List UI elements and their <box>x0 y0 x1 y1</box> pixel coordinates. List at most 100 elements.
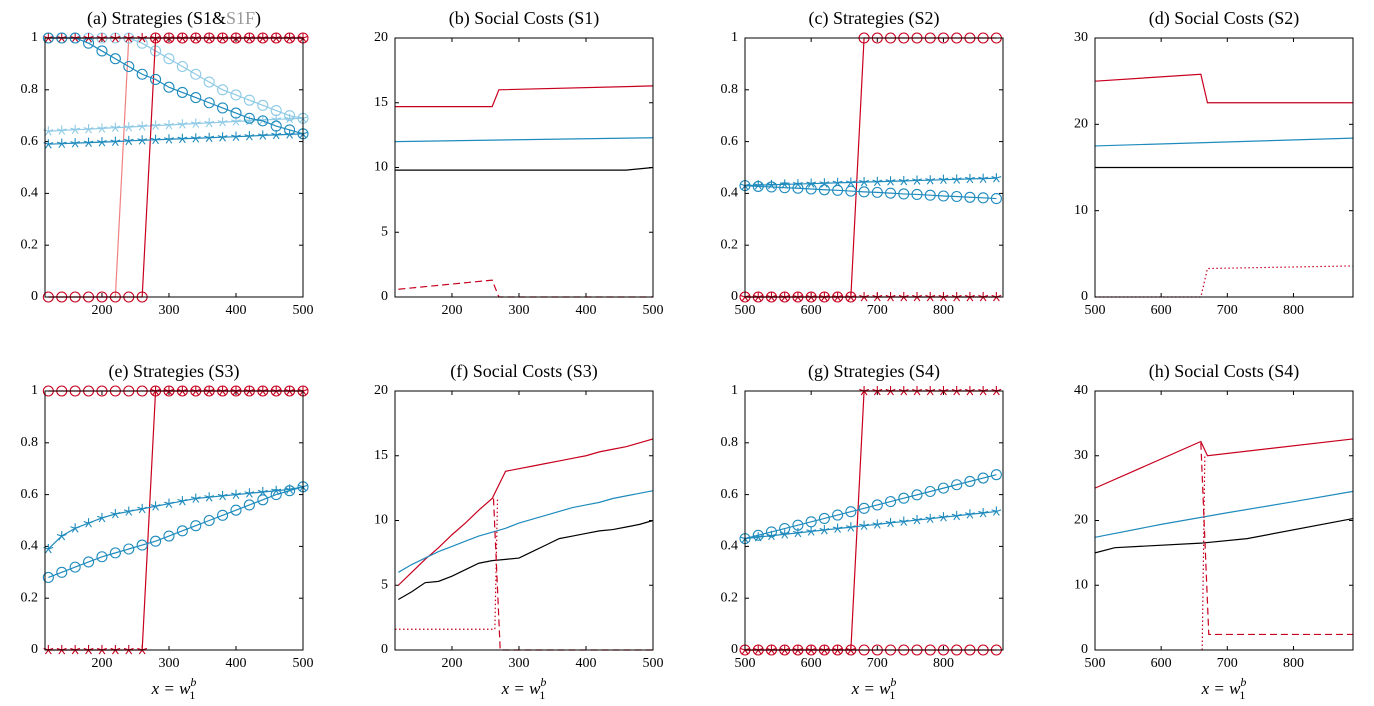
series-line <box>48 37 303 298</box>
circle-marker <box>792 182 804 194</box>
star-marker <box>123 122 134 132</box>
series-line <box>397 438 654 586</box>
star-marker <box>123 644 134 655</box>
title-text: (h) Social Costs (S4) <box>1149 361 1300 382</box>
star-marker <box>951 510 962 521</box>
x-tick-label: 300 <box>508 303 529 318</box>
series-line <box>398 279 653 298</box>
star-marker <box>137 121 148 131</box>
circle-marker <box>230 107 242 119</box>
star-marker <box>150 134 161 145</box>
y-tick-label: 0.8 <box>21 82 39 97</box>
y-tick-label: 1 <box>31 30 38 45</box>
star-marker <box>792 291 803 302</box>
star-marker <box>56 531 67 541</box>
circle-marker <box>217 102 229 114</box>
star-marker <box>177 119 188 129</box>
series-line <box>1200 442 1353 636</box>
series-line <box>48 390 303 651</box>
y-tick-label: 0.4 <box>21 539 39 554</box>
star-marker <box>951 291 962 302</box>
title-text: (g) Strategies (S4) <box>808 361 940 382</box>
star-marker <box>97 137 107 147</box>
star-marker <box>204 132 215 143</box>
y-tick-label: 10 <box>1074 577 1088 592</box>
axes-frame <box>394 37 654 298</box>
star-marker <box>244 386 255 396</box>
star-marker <box>123 32 134 43</box>
x-tick-label: 300 <box>158 303 179 318</box>
star-marker <box>217 132 228 142</box>
star-marker <box>150 120 161 130</box>
circle-marker <box>270 489 282 501</box>
axes-frame <box>394 390 654 651</box>
star-marker <box>177 385 188 396</box>
star-marker <box>217 385 228 396</box>
star-marker <box>793 527 803 538</box>
star-marker <box>978 507 989 518</box>
series-line <box>744 185 997 200</box>
series-line <box>48 37 304 135</box>
series-line <box>744 177 997 187</box>
star-marker <box>991 291 1002 302</box>
circle-marker <box>230 89 242 101</box>
circle-marker <box>243 94 255 106</box>
circle-marker <box>765 181 778 193</box>
series-line <box>48 117 304 132</box>
star-marker <box>97 123 107 133</box>
circle-marker <box>96 45 108 57</box>
circle-marker <box>765 526 778 538</box>
star-marker <box>83 137 94 148</box>
star-marker <box>938 174 949 185</box>
series-line <box>394 137 654 143</box>
star-marker <box>271 32 282 43</box>
star-marker <box>244 131 255 141</box>
star-marker <box>70 32 81 43</box>
x-tick-label: 800 <box>1283 656 1304 671</box>
star-marker <box>164 385 174 396</box>
star-marker <box>806 644 817 655</box>
x-label-sup: b <box>890 675 896 689</box>
series-line <box>47 486 304 550</box>
star-marker <box>150 501 161 511</box>
subplot-title: (c) Strategies (S2) <box>809 8 940 29</box>
star-marker <box>753 644 764 655</box>
circle-marker <box>284 110 296 122</box>
star-marker <box>70 644 81 655</box>
circle-marker <box>951 479 963 491</box>
series-line <box>492 498 653 651</box>
star-marker <box>164 32 174 43</box>
circle-marker <box>752 529 764 541</box>
star-marker <box>898 385 909 396</box>
star-marker <box>177 32 188 43</box>
y-tick-label: 0 <box>731 289 738 304</box>
star-marker <box>177 133 188 144</box>
circle-marker <box>190 520 202 532</box>
star-marker <box>110 122 121 132</box>
series-line <box>48 133 304 145</box>
y-tick-label: 0.2 <box>721 590 739 605</box>
star-marker <box>284 385 295 396</box>
x-tick-label: 700 <box>1217 303 1238 318</box>
subplot-title: (g) Strategies (S4) <box>808 361 940 382</box>
circle-marker <box>109 547 121 559</box>
series-line <box>1094 73 1353 104</box>
star-marker <box>806 178 817 188</box>
circle-marker <box>176 86 188 98</box>
x-tick-label: 500 <box>643 303 664 318</box>
x-tick-label: 700 <box>867 656 888 671</box>
circle-marker <box>779 182 791 194</box>
circle-marker <box>911 489 923 501</box>
circle-marker <box>190 68 202 80</box>
x-tick-label: 400 <box>575 303 596 318</box>
circle-marker <box>109 53 121 65</box>
y-tick-label: 0.8 <box>721 82 739 97</box>
circle-marker <box>977 472 989 484</box>
y-tick-label: 0.8 <box>21 435 39 450</box>
star-marker <box>872 519 883 529</box>
star-marker <box>83 124 94 134</box>
circle-marker <box>163 53 175 65</box>
circle-marker <box>176 525 188 537</box>
star-marker <box>190 32 201 43</box>
